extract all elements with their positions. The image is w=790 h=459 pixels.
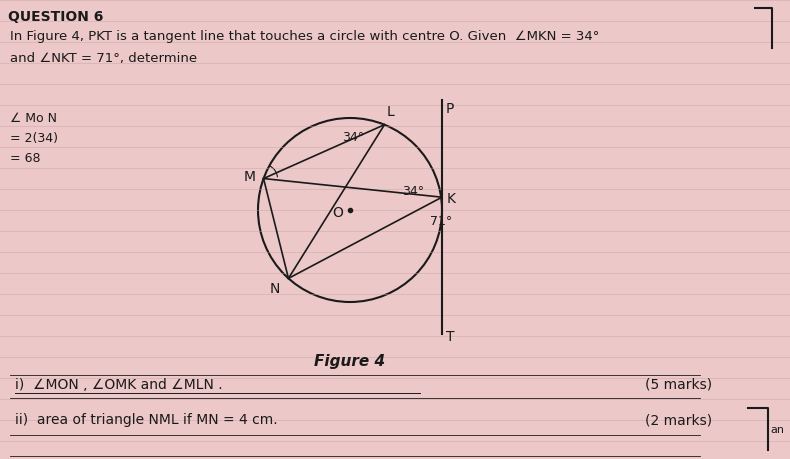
Text: (5 marks): (5 marks): [645, 378, 712, 392]
Text: and ∠NKT = 71°, determine: and ∠NKT = 71°, determine: [10, 52, 198, 65]
Text: N: N: [270, 282, 280, 297]
Text: T: T: [446, 330, 454, 344]
Text: ii)  area of triangle NML if MN = 4 cm.: ii) area of triangle NML if MN = 4 cm.: [15, 413, 277, 427]
Text: = 68: = 68: [10, 152, 40, 165]
Text: 34°: 34°: [342, 131, 364, 144]
Text: an: an: [770, 425, 784, 435]
Text: (2 marks): (2 marks): [645, 413, 712, 427]
Text: P: P: [446, 102, 454, 116]
Text: 34°: 34°: [402, 185, 424, 198]
Text: 71°: 71°: [430, 215, 452, 228]
Text: QUESTION 6: QUESTION 6: [8, 10, 103, 24]
Text: In Figure 4, PKT is a tangent line that touches a circle with centre O. Given  ∠: In Figure 4, PKT is a tangent line that …: [10, 30, 600, 43]
Text: K: K: [447, 192, 456, 206]
Text: O: O: [333, 206, 344, 220]
Text: L: L: [386, 105, 394, 119]
Text: Figure 4: Figure 4: [314, 354, 386, 369]
Text: M: M: [243, 169, 255, 184]
Text: = 2(34): = 2(34): [10, 132, 58, 145]
Text: ∠ Mo N: ∠ Mo N: [10, 112, 57, 125]
Text: i)  ∠MON , ∠OMK and ∠MLN .: i) ∠MON , ∠OMK and ∠MLN .: [15, 378, 223, 392]
